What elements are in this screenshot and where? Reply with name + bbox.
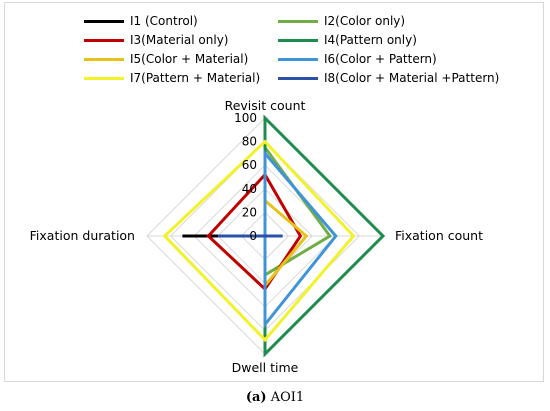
legend-swatch-4: [278, 38, 318, 42]
legend-label-2: I2(Color only): [324, 14, 406, 28]
legend-swatch-8: [278, 76, 318, 80]
legend-item-7: I7(Pattern + Material): [84, 71, 260, 85]
tick-label-80: 80: [242, 135, 257, 149]
tick-label-20: 20: [242, 205, 257, 219]
caption-label: (a): [245, 390, 267, 405]
tick-label-40: 40: [242, 182, 257, 196]
legend-label-1: I1 (Control): [130, 14, 198, 28]
legend-swatch-7: [84, 76, 124, 80]
legend-item-2: I2(Color only): [278, 14, 405, 28]
legend-item-6: I6(Color + Pattern): [278, 52, 437, 66]
legend-label-4: I4(Pattern only): [324, 33, 417, 47]
legend-label-8: I8(Color + Material +Pattern): [324, 71, 500, 85]
legend-label-3: I3(Material only): [130, 33, 229, 47]
series-line-6: [263, 149, 338, 329]
axis-label-fixation-duration: Fixation duration: [30, 228, 135, 243]
legend-label-5: I5(Color + Material): [130, 52, 249, 66]
tick-label-100: 100: [234, 111, 257, 125]
legend-label-7: I7(Pattern + Material): [130, 71, 261, 85]
legend-item-1: I1 (Control): [84, 14, 198, 28]
axis-label-fixation-count: Fixation count: [395, 228, 483, 243]
legend-label-6: I6(Color + Pattern): [324, 52, 437, 66]
axis-label-revisit-count: Revisit count: [225, 98, 306, 113]
series-line-7: [162, 139, 356, 343]
legend-swatch-6: [278, 57, 318, 61]
caption-text: AOI1: [266, 390, 305, 405]
legend-swatch-5: [84, 57, 124, 61]
legend-item-3: I3(Material only): [84, 33, 228, 47]
legend-swatch-3: [84, 38, 124, 42]
figure-caption: (a) AOI1: [0, 390, 550, 405]
axis-label-dwell-time: Dwell time: [232, 360, 299, 375]
legend-item-5: I5(Color + Material): [84, 52, 248, 66]
tick-label-60: 60: [242, 158, 257, 172]
legend-item-8: I8(Color + Material +Pattern): [278, 71, 499, 85]
legend-item-4: I4(Pattern only): [278, 33, 417, 47]
tick-label-0: 0: [249, 229, 257, 243]
legend-swatch-1: [84, 19, 124, 23]
legend-swatch-2: [278, 19, 318, 23]
